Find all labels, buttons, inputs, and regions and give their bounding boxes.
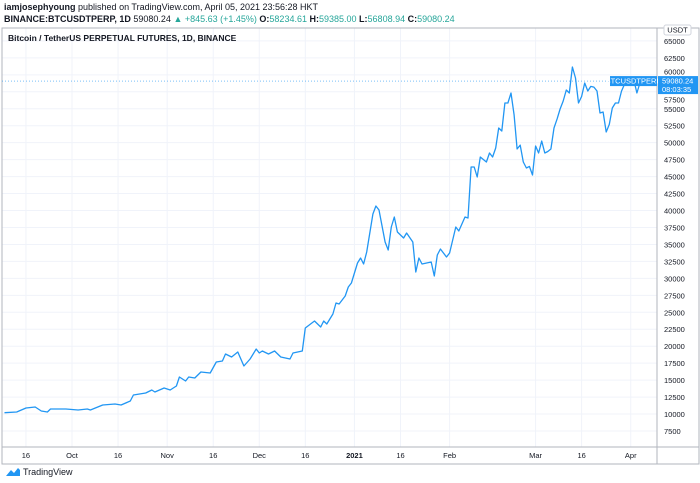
price-tick-label: 10000 [664, 410, 685, 419]
price-tick-label: 57500 [664, 96, 685, 105]
price-tick-label: 37500 [664, 223, 685, 232]
time-tick-label: 16 [301, 451, 309, 460]
time-tick-label: 16 [22, 451, 30, 460]
grid [2, 28, 657, 447]
price-tick-label: 35000 [664, 240, 685, 249]
price-line-series [4, 66, 644, 414]
symbol-info: BINANCE:BTCUSDTPERP, 1D 59080.24 ▲ +845.… [4, 14, 455, 24]
symbol-tag-text: BTCUSDTPERP [606, 77, 662, 86]
time-tick-label: Feb [443, 451, 456, 460]
price-tick-label: 17500 [664, 359, 685, 368]
price-tick-label: 52500 [664, 122, 685, 131]
chart-frame [1, 27, 700, 465]
price-tick-label: 7500 [664, 427, 681, 436]
countdown-timer: 08:03:35 [662, 85, 691, 94]
tradingview-logo[interactable]: TradingView [6, 467, 73, 477]
price-tick-label: 42500 [664, 190, 685, 199]
price-tick-label: 27500 [664, 291, 685, 300]
close-label: C: [407, 14, 418, 24]
currency-badge[interactable] [663, 24, 692, 36]
publish-info: iamjosephyoung published on TradingView.… [4, 2, 318, 12]
price-tick-label: 15000 [664, 376, 685, 385]
published-text: published on TradingView.com, April 05, … [78, 2, 319, 12]
price-tick-label: 22500 [664, 325, 685, 334]
price-tick-label: 12500 [664, 393, 685, 402]
time-axis[interactable]: 16 Oct 16 Nov 16 Dec 16 2021 16 Feb Mar 16 Apr [22, 451, 637, 460]
high-label: H: [309, 14, 319, 24]
time-tick-label: Mar [529, 451, 542, 460]
time-tick-label: 16 [577, 451, 585, 460]
time-tick-label: 16 [114, 451, 122, 460]
symbol-tag [610, 76, 657, 87]
last-price: 59080.24 [133, 14, 171, 24]
time-tick-label: 16 [209, 451, 217, 460]
low-label: L: [359, 14, 368, 24]
time-tick-label: Nov [160, 451, 174, 460]
open-value: 58234.61 [269, 14, 307, 24]
price-tick-label: 50000 [664, 139, 685, 148]
open-label: O: [259, 14, 270, 24]
time-tick-label: Dec [253, 451, 267, 460]
close-value: 59080.24 [417, 14, 455, 24]
price-tag [658, 76, 698, 95]
price-tick-label: 55000 [664, 105, 685, 114]
tradingview-logo-text: TradingView [23, 467, 73, 477]
currency-label: USDT [667, 26, 688, 35]
price-tick-label: 60000 [664, 68, 685, 77]
price-tick-label: 45000 [664, 173, 685, 182]
author-name[interactable]: iamjosephyoung [4, 2, 76, 12]
time-tick-label: Oct [66, 451, 79, 460]
price-tick-label: 20000 [664, 342, 685, 351]
symbol-label: BINANCE:BTCUSDTPERP, 1D [4, 14, 131, 24]
price-tick-label: 62500 [664, 54, 685, 63]
price-tick-label: 32500 [664, 257, 685, 266]
price-tag-value: 59080.24 [662, 77, 693, 86]
low-value: 56808.94 [367, 14, 406, 24]
high-value: 59385.00 [318, 14, 357, 24]
price-tick-label: 25000 [664, 308, 685, 317]
price-tick-label: 40000 [664, 207, 685, 216]
price-chart[interactable]: Bitcoin / TetherUS PERPETUAL FUTURES, 1D… [0, 0, 700, 465]
price-tick-label: 47500 [664, 156, 685, 165]
price-tick-label: 65000 [664, 37, 685, 46]
price-tick-label: 30000 [664, 274, 685, 283]
tradingview-logo-icon [6, 468, 20, 476]
price-change: ▲ +845.63 (+1.45%) [173, 14, 257, 24]
chart-title: Bitcoin / TetherUS PERPETUAL FUTURES, 1D… [8, 33, 237, 43]
time-tick-label: Apr [625, 451, 637, 460]
last-price-labels: BTCUSDTPERP 59080.24 08:03:35 [606, 76, 698, 95]
time-tick-label: 2021 [346, 451, 363, 460]
time-tick-label: 16 [396, 451, 404, 460]
